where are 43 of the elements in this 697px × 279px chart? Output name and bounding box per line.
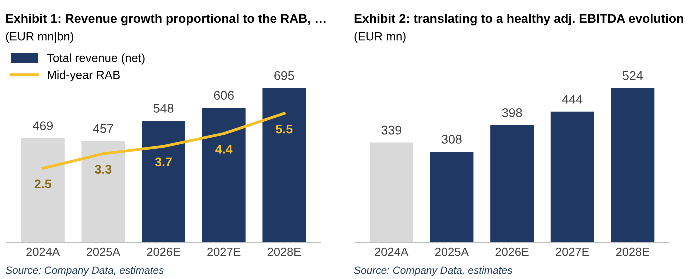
bar (611, 88, 655, 243)
bar (142, 120, 186, 243)
source-note: Source: Company Data, estimates (354, 266, 512, 276)
x-tick-label: 2028E (268, 248, 301, 256)
x-tick-label: 2025A (436, 248, 470, 256)
chart-subtitle: (EUR mn|bn) (6, 32, 74, 44)
data-label: 3.3 (95, 165, 112, 174)
x-tick-label: 2024A (375, 248, 409, 256)
x-tick-label: 2028E (616, 248, 650, 256)
data-label: 4.4 (216, 145, 233, 154)
bar (82, 141, 126, 243)
data-label: 524 (623, 71, 643, 80)
data-label: 339 (382, 126, 402, 135)
x-tick-label: 2025A (87, 248, 121, 256)
data-label: 695 (274, 71, 294, 80)
x-tick-label: 2027E (556, 248, 590, 256)
legend-label: Mid-year RAB (48, 70, 120, 82)
data-label: 457 (93, 124, 114, 134)
data-label: 398 (502, 108, 522, 118)
data-label: 444 (562, 95, 583, 104)
bar (490, 125, 534, 243)
data-label: 2.5 (34, 180, 52, 189)
bar (202, 108, 246, 243)
x-tick-label: 2026E (147, 248, 180, 256)
bar (262, 88, 306, 243)
data-label: 469 (33, 122, 53, 130)
data-label: 548 (154, 104, 174, 113)
data-label: 606 (214, 91, 234, 100)
x-tick-label: 2026E (496, 248, 529, 256)
data-label: 308 (442, 135, 462, 144)
bar (550, 112, 594, 243)
bar (430, 152, 474, 243)
x-tick-label: 2024A (26, 248, 60, 256)
chart-subtitle: (EUR mn) (354, 32, 406, 44)
x-tick-label: 2027E (208, 248, 241, 256)
chart-title: Exhibit 1: Revenue growth proportional to the RAB, … (6, 14, 326, 26)
source-note: Source: Company Data, estimates (6, 266, 164, 276)
bar (21, 138, 65, 243)
legend-label: Total revenue (net) (47, 54, 145, 65)
data-label: 3.7 (155, 158, 172, 167)
bar (370, 142, 414, 243)
data-label: 5.5 (276, 124, 293, 134)
chart-title: Exhibit 2: translating to a healthy adj. EBITDA evolution (354, 14, 684, 26)
